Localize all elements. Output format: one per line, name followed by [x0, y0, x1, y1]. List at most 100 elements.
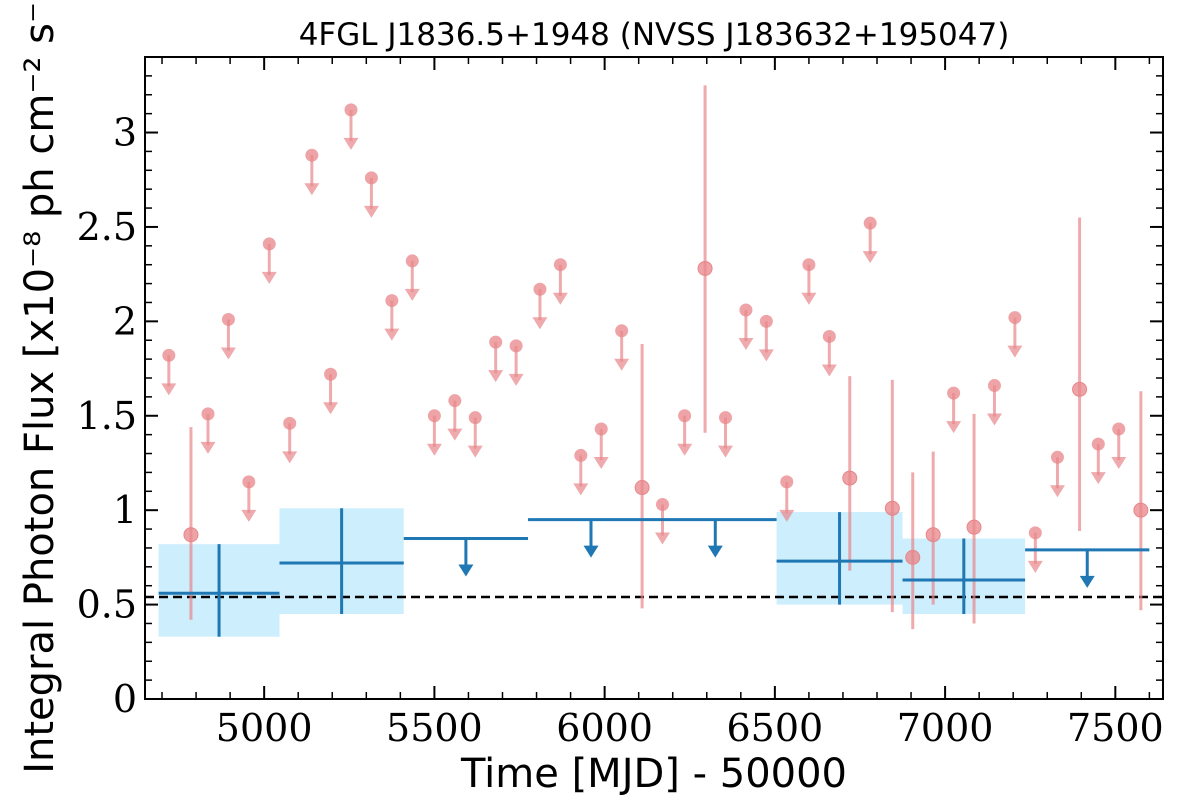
- detection-point-1: [634, 480, 650, 496]
- y-tick-label-2: 1: [113, 488, 137, 532]
- x-tick-label-1: 5500: [386, 706, 483, 750]
- upper-limit-arrow-22-head: [655, 532, 671, 545]
- upper-limit-arrow-18-head: [552, 292, 568, 305]
- upper-limit-arrow-36-head: [1090, 472, 1106, 485]
- upper-limit-arrow-21-head: [614, 358, 630, 371]
- upper-limit-arrow-37-head: [1111, 456, 1127, 469]
- upper-limit-point-1: [201, 407, 215, 421]
- y-tick-label-1: 0.5: [77, 583, 137, 627]
- upper-limit-point-14: [468, 411, 482, 425]
- upper-limit-arrow-30-head: [862, 251, 878, 264]
- upper-limit-point-20: [594, 422, 608, 436]
- upper-limit-point-7: [324, 367, 338, 381]
- chart-title: 4FGL J1836.5+1948 (NVSS J183632+195047): [299, 17, 1010, 53]
- upper-limit-arrow-4-head: [261, 271, 277, 284]
- upper-limit-arrow-29-head: [821, 364, 837, 377]
- upper-limit-point-25: [739, 303, 753, 317]
- upper-limit-point-17: [533, 282, 547, 296]
- upper-limit-point-34: [1028, 526, 1042, 540]
- upper-limit-point-18: [553, 258, 567, 272]
- upper-limit-point-29: [822, 329, 836, 343]
- detection-point-6: [925, 527, 941, 543]
- upper-limit-arrow-14-head: [467, 445, 483, 458]
- upper-limit-arrow-16-head: [508, 373, 524, 386]
- upper-limit-arrow-8-head: [343, 137, 359, 150]
- y-axis-label: Integral Photon Flux [x10⁻⁸ ph cm⁻² s⁻¹]: [17, 0, 63, 774]
- upper-limit-point-30: [863, 216, 877, 230]
- x-tick-label-0: 5000: [216, 706, 313, 750]
- upper-limit-arrow-7-head: [323, 402, 339, 415]
- upper-limit-arrow-25-head: [738, 338, 754, 351]
- detection-point-7: [966, 519, 982, 535]
- x-tick-label-2: 6000: [556, 706, 653, 750]
- detection-point-8: [1072, 381, 1088, 397]
- upper-limit-point-24: [718, 411, 732, 425]
- upper-limit-arrow-12-head: [426, 443, 442, 456]
- upper-limit-point-33: [1008, 311, 1022, 325]
- detection-point-3: [842, 470, 858, 486]
- upper-limit-arrow-26-head: [758, 349, 774, 362]
- upper-limit-point-37: [1112, 422, 1126, 436]
- upper-limit-arrow-34-head: [1027, 560, 1043, 573]
- upper-limit-arrow-24-head: [717, 445, 733, 458]
- upper-limit-arrow-32-head: [986, 413, 1002, 426]
- upper-limit-point-27: [780, 475, 794, 489]
- upper-limit-point-26: [759, 314, 773, 328]
- long-bin-ul-arrow-2-0-head: [1079, 575, 1095, 588]
- axis-ticks: 5000 5500 6000 6500 7000 7500 0 0.5 1 1.5 2 2.5 3: [77, 57, 1164, 750]
- x-tick-label-5: 7500: [1067, 706, 1164, 750]
- upper-limit-point-23: [678, 409, 692, 423]
- detection-point-9: [1133, 502, 1149, 518]
- upper-limit-arrow-0-head: [161, 383, 177, 396]
- upper-limit-point-32: [987, 379, 1001, 393]
- upper-limit-point-15: [489, 335, 503, 349]
- upper-limit-arrow-6-head: [304, 183, 320, 196]
- upper-limit-arrow-2-head: [220, 347, 236, 360]
- upper-limit-arrow-17-head: [532, 317, 548, 330]
- upper-limit-arrow-20-head: [593, 456, 609, 469]
- y-tick-label-5: 2.5: [77, 205, 137, 249]
- upper-limit-point-10: [385, 294, 399, 308]
- upper-limit-arrow-9-head: [363, 205, 379, 218]
- upper-limit-point-12: [427, 409, 441, 423]
- long-bin-ul-arrow-1-1-head: [707, 545, 723, 558]
- upper-limit-arrow-11-head: [404, 288, 420, 301]
- upper-limit-point-35: [1050, 450, 1064, 464]
- upper-limit-arrow-19-head: [573, 483, 589, 496]
- upper-limit-point-3: [242, 475, 256, 489]
- upper-limit-point-36: [1091, 437, 1105, 451]
- upper-limit-point-4: [262, 237, 276, 251]
- upper-limit-arrow-3-head: [241, 509, 257, 522]
- y-tick-label-6: 3: [113, 111, 137, 155]
- upper-limit-point-19: [574, 448, 588, 462]
- upper-limit-arrow-15-head: [488, 370, 504, 383]
- upper-limit-point-31: [947, 386, 961, 400]
- upper-limit-arrow-23-head: [677, 443, 693, 456]
- upper-limit-point-6: [305, 148, 319, 162]
- upper-limit-arrow-28-head: [801, 292, 817, 305]
- upper-limit-point-21: [615, 324, 629, 338]
- upper-limit-arrow-5-head: [282, 451, 298, 464]
- upper-limit-point-5: [283, 416, 297, 430]
- y-tick-label-3: 1.5: [77, 394, 137, 438]
- upper-limit-point-16: [509, 339, 523, 353]
- detection-point-2: [697, 260, 713, 276]
- x-tick-label-3: 6500: [727, 706, 824, 750]
- upper-limit-point-28: [802, 258, 816, 272]
- upper-limit-arrow-31-head: [946, 421, 962, 434]
- upper-limit-point-0: [162, 348, 176, 362]
- upper-limit-arrow-27-head: [779, 509, 795, 522]
- long-bin-ul-arrow-1-0-head: [583, 545, 599, 558]
- upper-limit-point-11: [405, 254, 419, 268]
- upper-limit-arrow-13-head: [447, 428, 463, 441]
- upper-limit-point-13: [448, 394, 462, 408]
- detection-point-0: [183, 527, 199, 543]
- upper-limit-point-22: [656, 498, 670, 512]
- upper-limit-point-2: [221, 312, 235, 326]
- upper-limit-arrow-1-head: [200, 441, 216, 454]
- x-axis-label: Time [MJD] - 50000: [460, 751, 847, 797]
- upper-limit-point-9: [364, 171, 378, 185]
- upper-limit-arrow-10-head: [384, 328, 400, 341]
- long-bin-series: [158, 508, 1150, 637]
